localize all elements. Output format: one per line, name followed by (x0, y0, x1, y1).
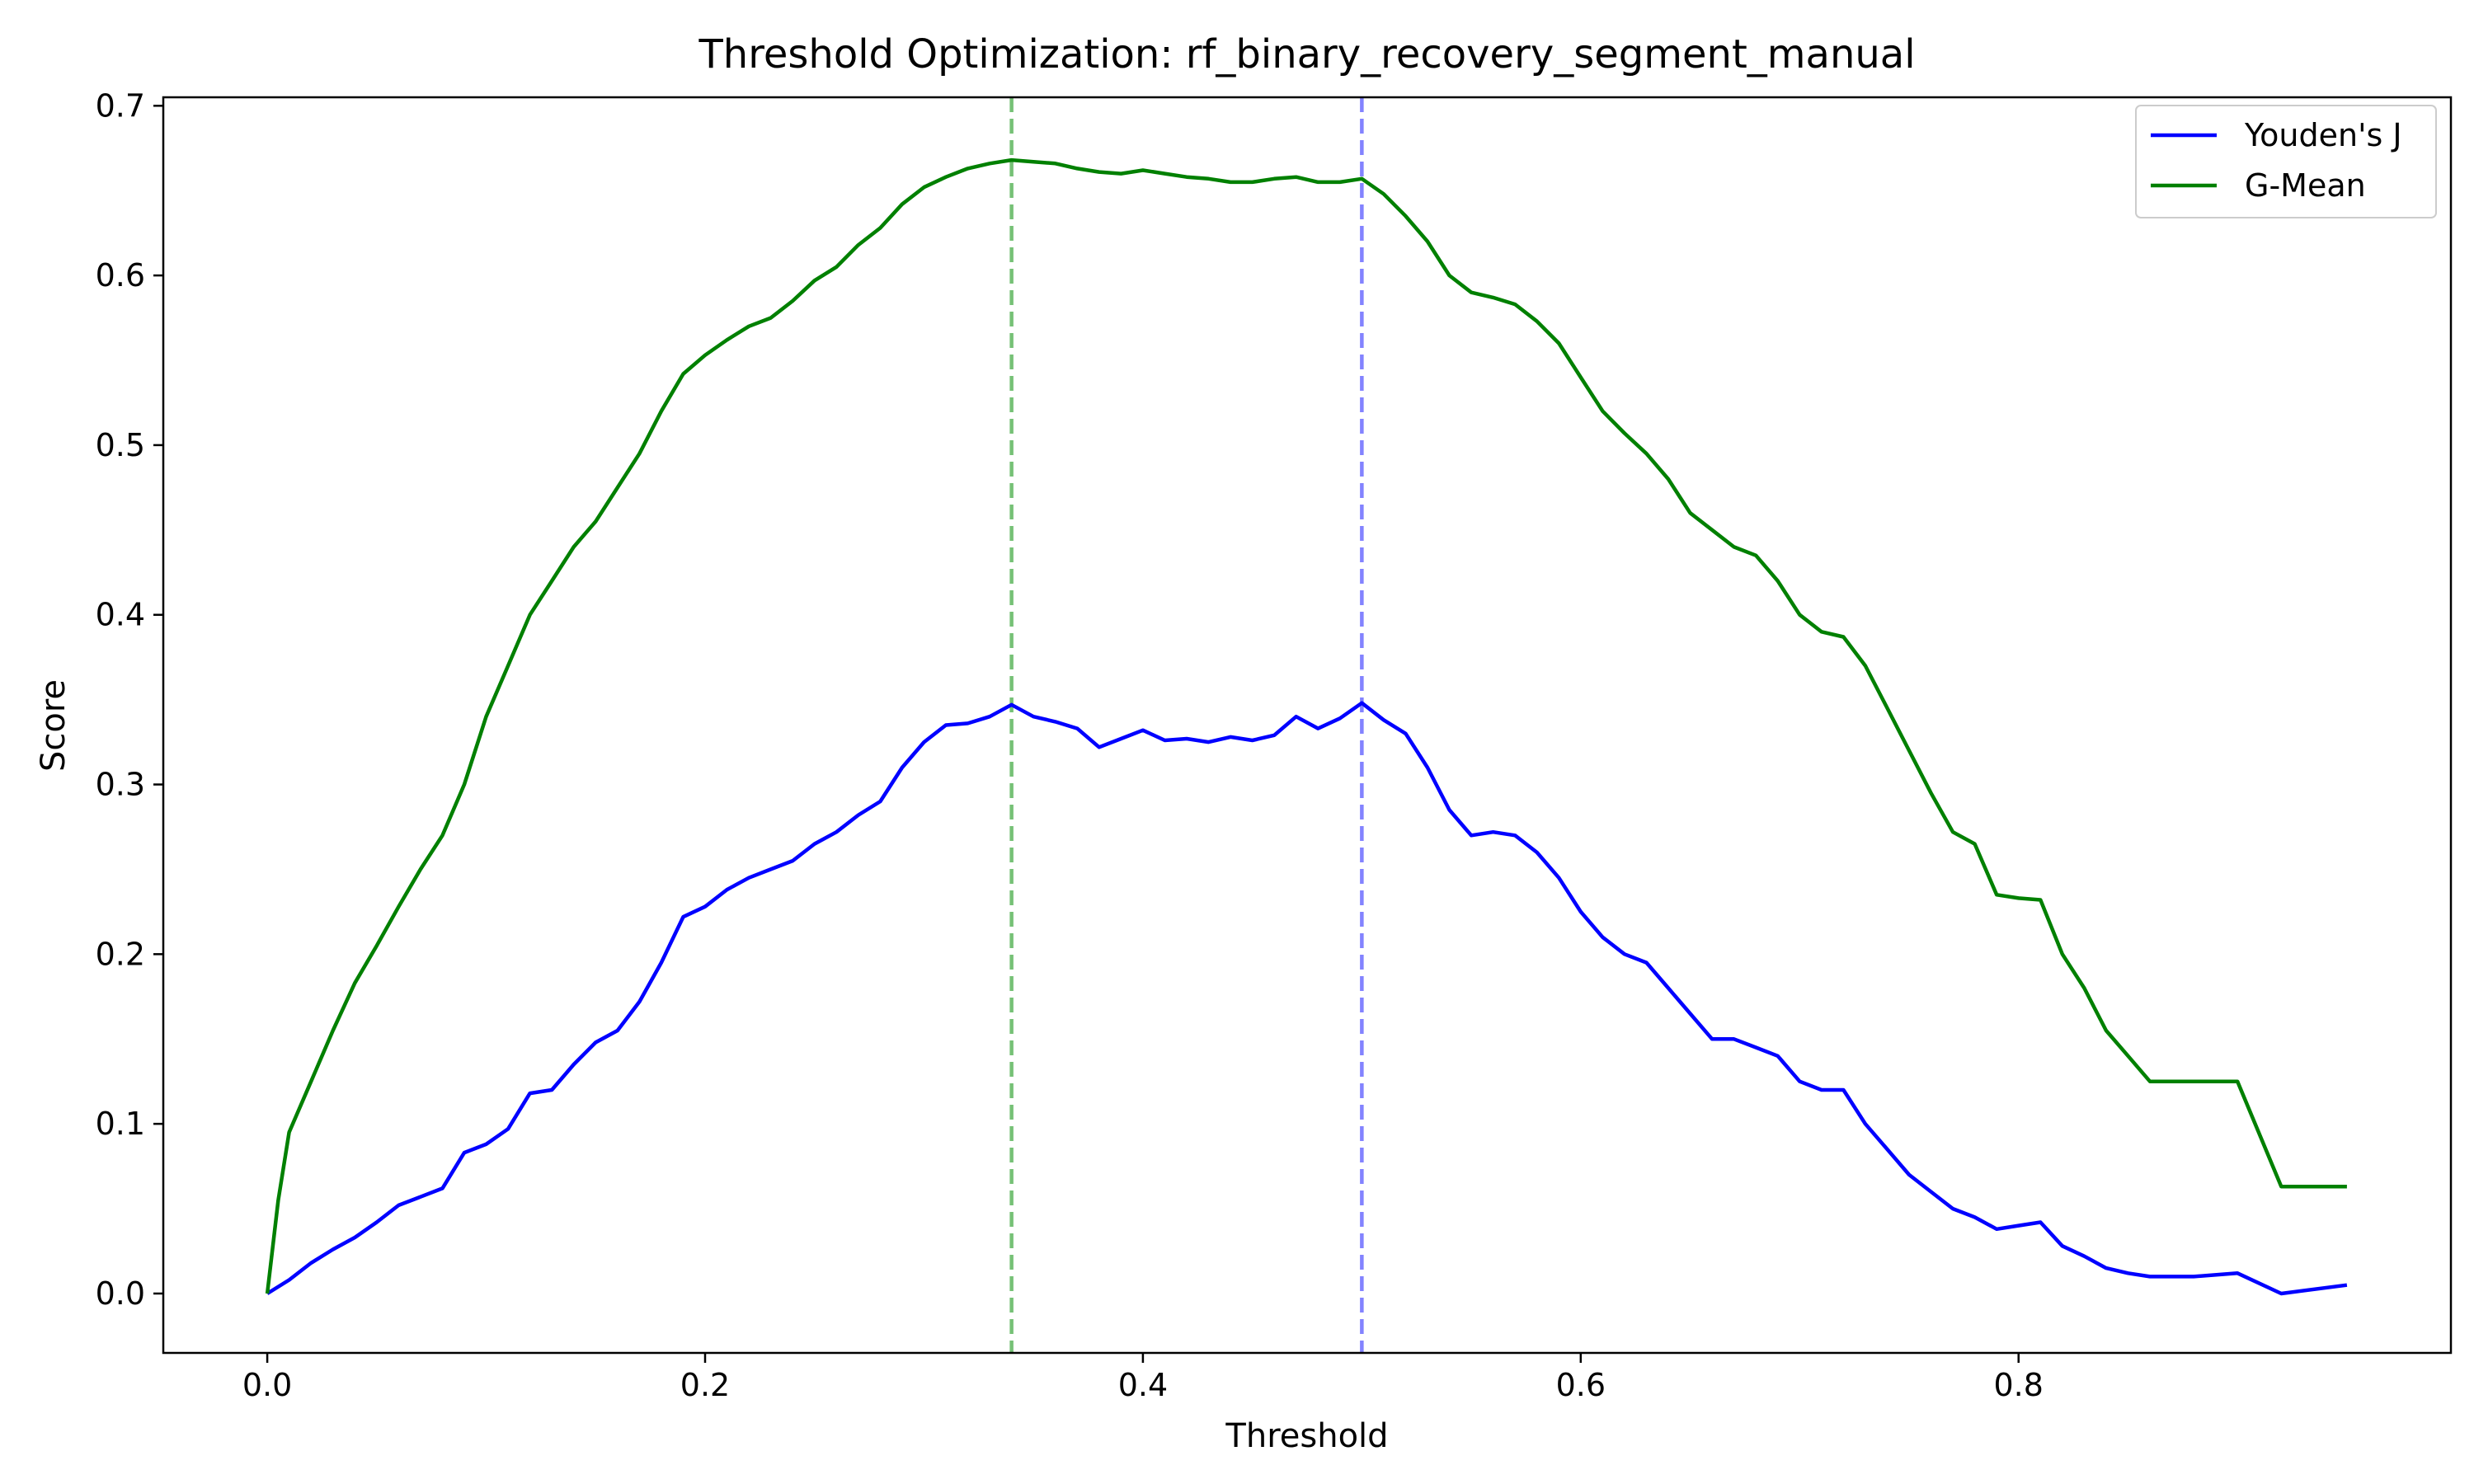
y-tick-label: 0.4 (96, 597, 145, 633)
y-axis-ticks: 0.0 0.1 0.2 0.3 0.4 0.5 0.6 0.7 (96, 87, 163, 1312)
legend: Youden's J G-Mean (2135, 105, 2437, 218)
x-tick-label: 0.6 (1556, 1367, 1606, 1403)
y-tick-label: 0.3 (96, 767, 145, 803)
y-tick-label: 0.2 (96, 936, 145, 972)
x-axis-ticks: 0.0 0.2 0.4 0.6 0.8 (242, 1353, 2044, 1403)
x-tick-label: 0.4 (1118, 1367, 1168, 1403)
x-tick-label: 0.8 (1994, 1367, 2044, 1403)
series-lines (265, 157, 2348, 1296)
series-line-youden-s-j (266, 701, 2348, 1296)
y-tick-label: 0.0 (96, 1275, 145, 1312)
x-axis-label: Threshold (1225, 1417, 1388, 1455)
axes-frame (162, 96, 2453, 1355)
legend-label-youdens-j: Youden's J (2244, 117, 2402, 153)
x-tick-label: 0.2 (680, 1367, 730, 1403)
y-tick-label: 0.7 (96, 87, 145, 124)
x-tick-label: 0.0 (242, 1367, 292, 1403)
y-tick-label: 0.1 (96, 1106, 145, 1142)
threshold-markers (1009, 97, 1364, 1353)
y-axis-label: Score (35, 679, 73, 772)
legend-label-g-mean: G-Mean (2245, 167, 2366, 204)
chart-title: Threshold Optimization: rf_binary_recove… (698, 31, 1915, 77)
y-tick-label: 0.6 (96, 257, 145, 294)
y-tick-label: 0.5 (96, 427, 145, 463)
series-line-g-mean (265, 157, 2347, 1294)
